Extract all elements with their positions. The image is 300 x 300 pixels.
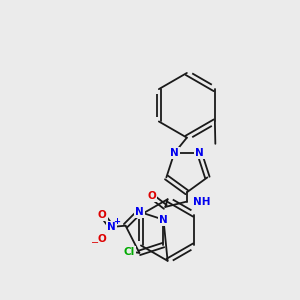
Text: N: N: [159, 215, 168, 225]
Text: N: N: [135, 207, 144, 217]
Text: N: N: [195, 148, 204, 158]
Text: +: +: [113, 217, 120, 226]
Text: O: O: [98, 234, 106, 244]
Text: Cl: Cl: [124, 247, 135, 256]
Text: −: −: [91, 238, 99, 248]
Text: NH: NH: [193, 196, 211, 206]
Text: O: O: [98, 210, 106, 220]
Text: N: N: [170, 148, 178, 158]
Text: N: N: [107, 222, 116, 232]
Text: O: O: [147, 191, 156, 201]
